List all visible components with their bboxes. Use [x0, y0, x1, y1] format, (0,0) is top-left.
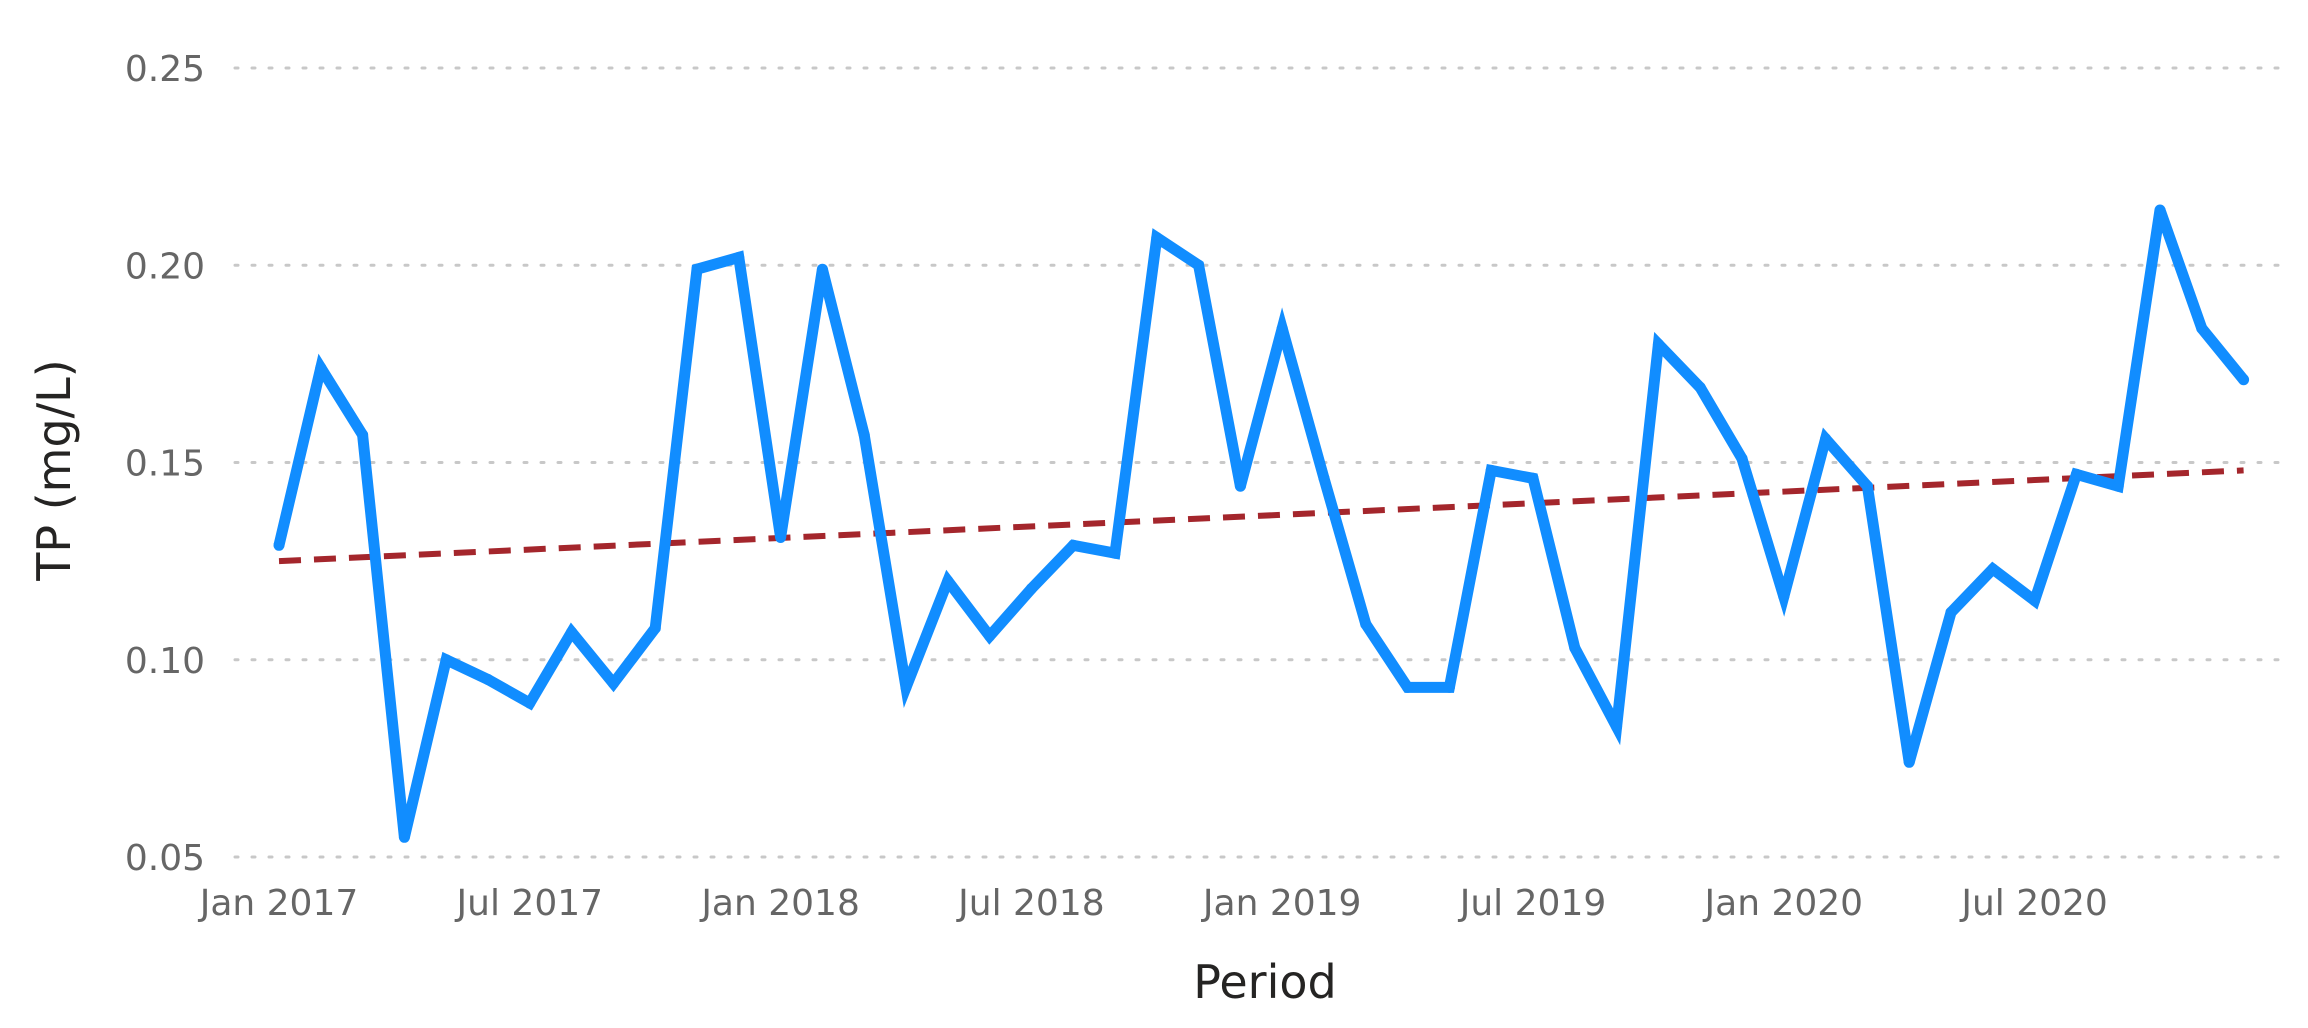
- data-point: [816, 263, 828, 275]
- y-axis-title: TP (mg/L): [27, 359, 81, 582]
- y-tick-label: 0.25: [125, 49, 205, 90]
- data-point: [1945, 606, 1957, 618]
- trend-line-layer: [278, 467, 2244, 565]
- x-tick-label: Jul 2017: [455, 883, 604, 924]
- data-point: [900, 681, 912, 693]
- data-point: [398, 831, 410, 843]
- data-point: [1694, 382, 1706, 393]
- data-point: [1025, 583, 1037, 595]
- data-point: [984, 630, 996, 642]
- data-point: [2238, 374, 2250, 386]
- data-point: [1234, 480, 1246, 492]
- data-point: [1485, 464, 1497, 476]
- x-tick-label: Jan 2018: [699, 883, 860, 924]
- data-point: [1527, 472, 1539, 484]
- data-point: [1987, 563, 1999, 575]
- x-tick-label: Jan 2017: [198, 883, 359, 924]
- data-point: [2070, 468, 2082, 480]
- data-point: [649, 622, 661, 634]
- data-point: [733, 251, 745, 263]
- data-point: [1276, 322, 1288, 334]
- data-point: [1109, 547, 1121, 559]
- data-point: [1151, 232, 1163, 244]
- data-point: [1903, 756, 1915, 768]
- data-point: [2154, 204, 2166, 216]
- x-tick-label: Jan 2020: [1703, 883, 1864, 924]
- data-point: [440, 654, 452, 666]
- data-point: [1402, 681, 1414, 693]
- data-point: [858, 429, 870, 441]
- data-point: [1820, 433, 1832, 445]
- data-point: [1652, 338, 1664, 350]
- data-point: [1360, 618, 1372, 630]
- y-tick-label: 0.15: [125, 444, 205, 485]
- data-point: [1067, 539, 1079, 551]
- data-point: [691, 263, 703, 275]
- data-point: [273, 539, 285, 551]
- data-point: [1569, 642, 1581, 654]
- y-axis-tick-labels: 0.05 0.10 0.15 0.20 0.25: [125, 49, 205, 879]
- data-point: [566, 626, 578, 638]
- y-tick-label: 0.10: [125, 641, 205, 682]
- series-layer: [273, 208, 2248, 839]
- y-tick-label: 0.05: [125, 838, 205, 879]
- y-tick-label: 0.20: [125, 246, 205, 287]
- data-point: [1736, 453, 1748, 465]
- data-point: [2196, 322, 2208, 334]
- x-axis-title: Period: [1193, 955, 1336, 1009]
- data-point: [2029, 595, 2041, 607]
- data-point: [942, 575, 954, 587]
- data-point: [482, 674, 494, 685]
- gridlines: [233, 66, 2292, 859]
- data-point: [524, 697, 536, 709]
- data-point: [1611, 721, 1623, 733]
- x-tick-label: Jul 2019: [1458, 883, 1607, 924]
- x-tick-label: Jan 2019: [1201, 883, 1362, 924]
- data-point: [1318, 472, 1330, 484]
- data-points-layer: [273, 204, 2250, 843]
- series-line: [273, 208, 2248, 839]
- data-point: [775, 532, 787, 543]
- trend-line: [278, 467, 2244, 565]
- data-point: [357, 429, 369, 441]
- x-axis-tick-labels: Jan 2017 Jul 2017 Jan 2018 Jul 2018 Jan 2019…: [198, 883, 2108, 924]
- data-point: [607, 677, 619, 689]
- data-point: [1861, 480, 1873, 492]
- data-point: [1193, 259, 1205, 271]
- data-point: [1778, 591, 1790, 603]
- data-point: [1443, 681, 1455, 693]
- data-point: [2112, 480, 2124, 492]
- x-tick-label: Jul 2018: [956, 883, 1105, 924]
- data-point: [315, 362, 327, 374]
- x-tick-label: Jul 2020: [1959, 883, 2108, 924]
